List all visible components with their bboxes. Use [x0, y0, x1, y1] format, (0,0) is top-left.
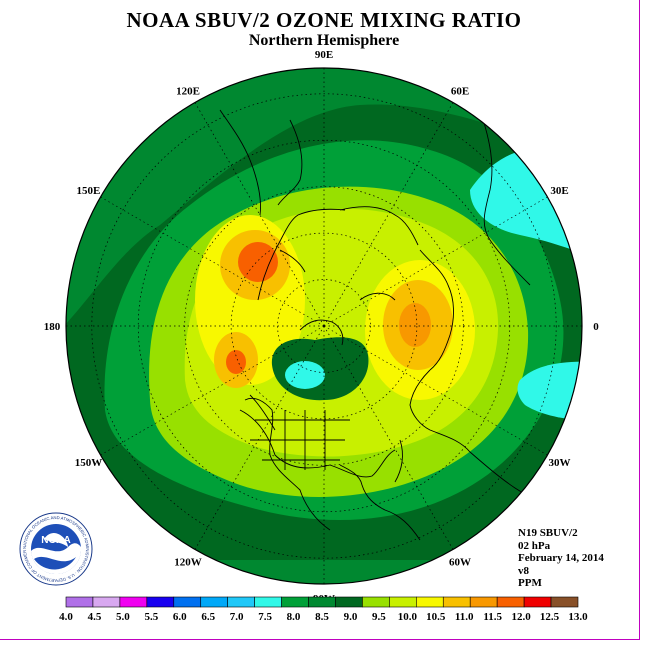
info-satellite: N19 SBUV/2 [518, 527, 578, 539]
latitude-circle [230, 232, 418, 420]
colorbar-swatch [442, 596, 471, 608]
colorbar-tick-label: 5.5 [144, 611, 158, 623]
info-units: PPM [518, 577, 542, 589]
colorbar-swatch [281, 596, 309, 608]
coastlines [219, 109, 561, 541]
colorbar-swatch [308, 596, 336, 608]
colorbar-tick-label: 7.0 [230, 611, 244, 623]
coastline-segment [394, 439, 403, 483]
longitude-label: 30E [550, 185, 568, 197]
noaa-logo: NOAA NATIONAL OCEANIC AND ATMOSPHERIC AD… [19, 512, 93, 586]
colorbar-swatch [496, 596, 525, 608]
coastline-segment [359, 292, 396, 301]
coastline-segment [409, 369, 471, 453]
longitude-label: 60W [449, 557, 471, 569]
coastline-segment [219, 109, 261, 216]
longitude-label: 60E [451, 85, 469, 97]
colorbar-swatch [550, 596, 579, 608]
coastline-segment [339, 206, 419, 246]
colorbar-swatch [92, 596, 121, 608]
coastline-segment [249, 394, 350, 470]
colorbar-tick-label: 11.0 [455, 611, 474, 623]
info-version: v8 [518, 564, 529, 577]
longitude-label: 90E [315, 49, 333, 61]
coastline-segment [279, 249, 306, 273]
ozone-field [66, 68, 582, 584]
colorbar-tick-label: 10.0 [398, 611, 418, 623]
graticule [66, 68, 582, 584]
colorbar-swatch [335, 596, 363, 608]
coastline-segment [239, 409, 396, 478]
longitude-label: 0 [593, 321, 599, 333]
colorbar-tick-label: 4.0 [59, 611, 73, 623]
colorbar-tick-label: 10.5 [426, 611, 446, 623]
noaa-logo-text: NOAA [41, 535, 70, 546]
colorbar-tick-label: 8.5 [315, 611, 329, 623]
info-date: February 14, 2014 [518, 552, 604, 564]
field-orange-west-2 [226, 350, 246, 374]
coastline-segment [339, 464, 421, 541]
coastline-segment [277, 119, 303, 206]
longitude-label: 120E [176, 85, 200, 97]
colorbar-tick-label: 6.5 [201, 611, 215, 623]
colorbar-swatch [65, 596, 94, 608]
coastline-segment [419, 249, 454, 371]
latitude-circle [184, 186, 464, 466]
field-orange-east [399, 303, 431, 347]
colorbar-swatch [227, 596, 255, 608]
longitude-label: 30W [549, 457, 571, 469]
longitude-label: 180 [44, 321, 61, 333]
colorbar-swatch [254, 596, 282, 608]
colorbar-tick-label: 5.0 [116, 611, 130, 623]
colorbar-swatch [362, 596, 390, 608]
field-polar-min [285, 361, 325, 389]
globe-outline [65, 67, 583, 585]
coastline-segment [257, 208, 346, 301]
colorbar-tick-label: 9.0 [344, 611, 358, 623]
colorbar-swatch [173, 596, 202, 608]
coastline-segment [479, 109, 531, 286]
colorbar-tick-label: 13.0 [568, 611, 588, 623]
colorbar-swatch [523, 596, 552, 608]
coastline-segment [299, 319, 344, 346]
colorbar-tick-label: 9.5 [372, 611, 386, 623]
colorbar-tick-label: 8.0 [287, 611, 301, 623]
colorbar-tick-label: 7.5 [258, 611, 272, 623]
longitude-label: 120W [174, 557, 202, 569]
colorbar-tick-label: 12.5 [540, 611, 560, 623]
colorbar-swatch [469, 596, 498, 608]
latitude-circle [91, 93, 557, 559]
colorbar-swatch [416, 596, 444, 608]
info-level: 02 hPa [518, 539, 551, 552]
colorbar-swatch [200, 596, 228, 608]
longitude-labels: 90E60E30E030W60W90W120W150W180150E120E [44, 49, 600, 605]
colorbar-swatch [119, 596, 148, 608]
colorbar-tick-label: 11.5 [483, 611, 502, 623]
colorbar-tick-label: 4.5 [88, 611, 102, 623]
plot-frame [0, 0, 640, 640]
longitude-label: 150W [75, 457, 103, 469]
colorbar-swatch [389, 596, 417, 608]
colorbar: 4.0 4.5 5.0 5.5 6.0 6.5 7.0 7.5 8.0 8.5 9.0 9.5 10.0… [59, 596, 588, 623]
coastline-segment [244, 397, 331, 531]
colorbar-swatch [146, 596, 175, 608]
map-title: NOAA SBUV/2 OZONE MIXING RATIO [126, 8, 522, 32]
map-subtitle: Northern Hemisphere [248, 32, 400, 49]
info-block: N19 SBUV/2 02 hPa February 14, 2014 v8 P… [518, 527, 604, 590]
colorbar-tick-label: 12.0 [511, 611, 531, 623]
longitude-label: 150E [77, 185, 101, 197]
field-orange-west [238, 242, 278, 282]
colorbar-tick-label: 6.0 [173, 611, 187, 623]
